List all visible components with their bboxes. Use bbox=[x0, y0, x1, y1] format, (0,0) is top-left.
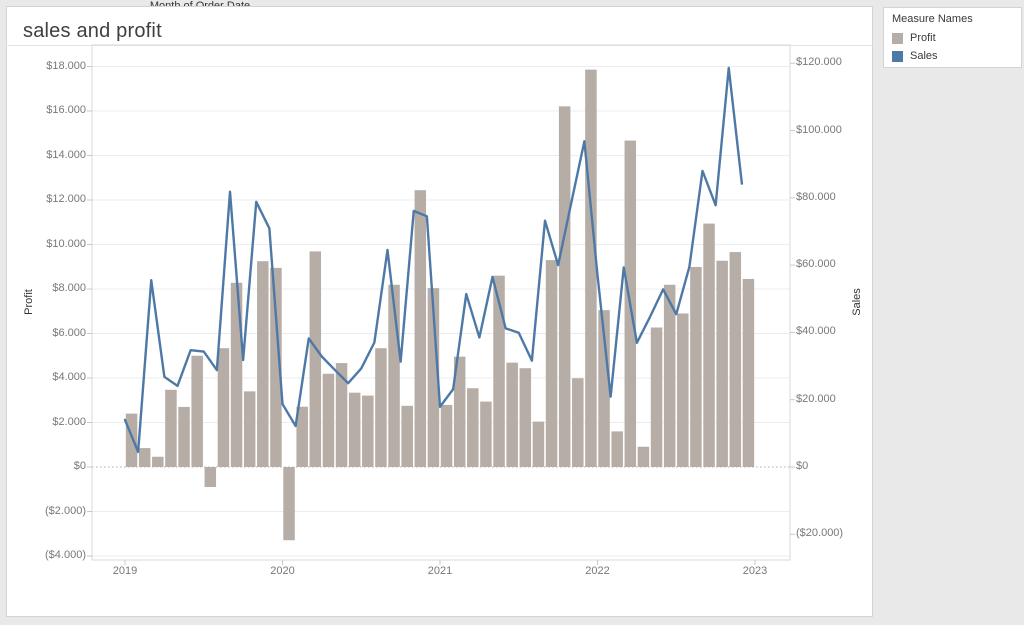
left-axis-tick: $18.000 bbox=[46, 59, 86, 72]
year-label: 2023 bbox=[742, 565, 768, 577]
profit-bar-2021-06[interactable] bbox=[506, 362, 518, 467]
year-label: 2020 bbox=[270, 565, 295, 577]
profit-bar-2020-06[interactable] bbox=[348, 392, 361, 467]
right-axis-tick: $80.000 bbox=[796, 190, 836, 203]
profit-bar-2019-04[interactable] bbox=[165, 389, 177, 467]
profit-bar-2021-02[interactable] bbox=[453, 356, 466, 467]
right-axis-title: Sales bbox=[851, 288, 863, 316]
chart-title: sales and profit bbox=[23, 20, 162, 42]
pane-border bbox=[91, 44, 791, 561]
profit-bar-2020-09[interactable] bbox=[388, 284, 400, 467]
year-label: 2019 bbox=[112, 565, 138, 577]
profit-bar-2020-08[interactable] bbox=[375, 348, 387, 467]
profit-bar-2019-05[interactable] bbox=[178, 406, 190, 467]
profit-bar-2021-03[interactable] bbox=[467, 388, 479, 468]
legend-title: Measure Names bbox=[892, 13, 973, 25]
profit-bar-2020-10[interactable] bbox=[401, 405, 413, 467]
legend-item-sales[interactable]: Sales bbox=[892, 50, 938, 63]
profit-bar-2022-01[interactable] bbox=[598, 310, 610, 467]
legend-item-label: Profit bbox=[910, 32, 936, 44]
right-axis-tick: $0 bbox=[796, 460, 809, 472]
profit-bar-2022-05[interactable] bbox=[650, 327, 663, 467]
right-axis-tick: $60.000 bbox=[796, 258, 836, 271]
sales-swatch-icon bbox=[892, 51, 903, 62]
right-axis-tick: $40.000 bbox=[796, 325, 836, 338]
left-axis-tick: $6.000 bbox=[52, 326, 86, 339]
profit-bar-2021-09[interactable] bbox=[545, 260, 558, 467]
left-axis-tick: $2.000 bbox=[52, 415, 86, 428]
right-axis-tick: $100.000 bbox=[796, 123, 842, 136]
left-axis-tick: $16.000 bbox=[46, 104, 86, 116]
left-axis-tick: ($2.000) bbox=[45, 504, 86, 517]
profit-bar-2022-09[interactable] bbox=[703, 223, 715, 467]
profit-bar-2022-08[interactable] bbox=[690, 266, 702, 467]
left-axis-tick: $14.000 bbox=[46, 148, 86, 161]
right-axis-tick: $120.000 bbox=[796, 56, 842, 69]
profit-bar-2022-06[interactable] bbox=[663, 284, 676, 467]
profit-bar-2022-12[interactable] bbox=[742, 278, 755, 467]
profit-bar-2022-07[interactable] bbox=[677, 313, 689, 468]
profit-bar-2020-02[interactable] bbox=[296, 406, 308, 467]
profit-bar-2020-12[interactable] bbox=[427, 288, 440, 467]
left-axis-tick: $4.000 bbox=[52, 371, 86, 383]
left-axis-tick: $12.000 bbox=[46, 193, 86, 205]
profit-bar-2019-09[interactable] bbox=[230, 282, 243, 467]
profit-bar-2019-02[interactable] bbox=[138, 448, 151, 467]
profit-bar-2019-10[interactable] bbox=[243, 391, 256, 467]
profit-bar-2019-01[interactable] bbox=[125, 413, 138, 467]
legend-item-profit[interactable]: Profit bbox=[892, 32, 936, 45]
profit-bar-2021-01[interactable] bbox=[440, 404, 453, 467]
profit-bar-2021-05[interactable] bbox=[493, 275, 505, 467]
left-axis-tick: $8.000 bbox=[52, 282, 86, 294]
right-axis-tick: $20.000 bbox=[796, 392, 836, 405]
profit-bar-2019-03[interactable] bbox=[152, 456, 164, 467]
profit-bar-2022-10[interactable] bbox=[716, 260, 728, 467]
left-axis-title: Profit bbox=[23, 289, 35, 315]
profit-bar-2021-04[interactable] bbox=[480, 401, 492, 467]
profit-bar-2019-07[interactable] bbox=[204, 467, 217, 488]
profit-bar-2020-07[interactable] bbox=[362, 395, 374, 467]
profit-bar-2022-02[interactable] bbox=[611, 431, 623, 467]
year-label: 2021 bbox=[427, 565, 453, 577]
chart-card: sales and profit bbox=[6, 6, 873, 617]
profit-bar-2020-05[interactable] bbox=[335, 363, 348, 467]
left-axis-tick: $10.000 bbox=[46, 237, 86, 250]
profit-bar-2021-11[interactable] bbox=[572, 378, 584, 467]
profit-bar-2019-11[interactable] bbox=[257, 261, 269, 467]
profit-bar-2021-07[interactable] bbox=[519, 368, 532, 467]
profit-bar-2021-10[interactable] bbox=[558, 106, 571, 467]
profit-bar-2022-04[interactable] bbox=[637, 446, 650, 467]
legend-item-label: Sales bbox=[910, 50, 938, 62]
left-axis-tick: $0 bbox=[73, 460, 86, 472]
profit-bar-2022-11[interactable] bbox=[729, 252, 742, 467]
profit-bar-2019-12[interactable] bbox=[270, 267, 282, 467]
profit-bar-2019-06[interactable] bbox=[191, 355, 203, 467]
profit-bar-2020-01[interactable] bbox=[283, 467, 295, 541]
profit-bar-2020-04[interactable] bbox=[322, 373, 335, 467]
profit-bar-2020-11[interactable] bbox=[414, 190, 427, 467]
profit-swatch-icon bbox=[892, 33, 903, 44]
sales-line[interactable] bbox=[123, 66, 744, 454]
legend-card: Measure Names Profit Sales bbox=[883, 7, 1022, 68]
profit-bar-2021-12[interactable] bbox=[585, 69, 597, 468]
right-axis-tick: ($20.000) bbox=[796, 527, 844, 540]
profit-bar-2021-08[interactable] bbox=[532, 421, 545, 467]
profit-bar-2019-08[interactable] bbox=[217, 348, 230, 467]
year-label: 2022 bbox=[585, 565, 610, 577]
left-axis-tick: ($4.000) bbox=[45, 549, 86, 561]
profit-bar-2020-03[interactable] bbox=[309, 251, 322, 467]
